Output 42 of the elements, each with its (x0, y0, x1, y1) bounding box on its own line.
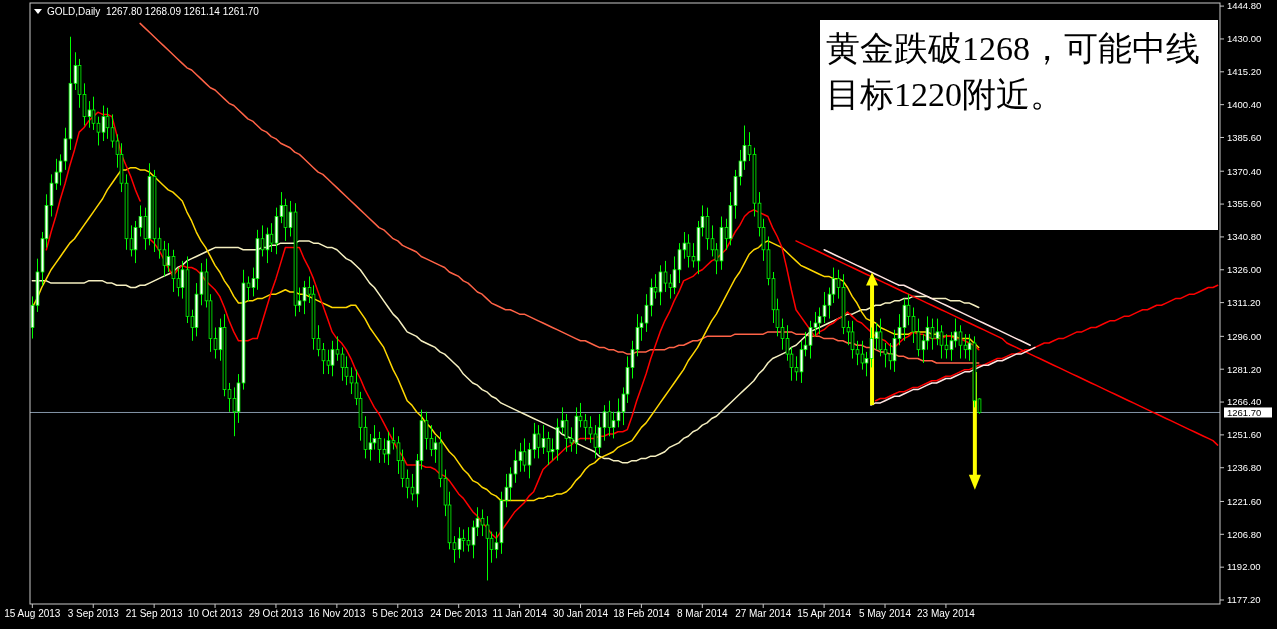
x-tick-label: 3 Sep 2013 (67, 608, 120, 619)
y-tick-label: 1400.40 (1227, 98, 1262, 110)
line-series (823, 249, 1032, 346)
y-tick-label: 1266.40 (1227, 396, 1262, 408)
x-tick-label: 10 Oct 2013 (187, 608, 243, 619)
y-tick-label: 1385.60 (1227, 131, 1262, 143)
ref-line-label: 1261.70 (1227, 406, 1262, 418)
y-tick-label: 1281.20 (1227, 363, 1262, 375)
y-tick-label: 1221.60 (1227, 495, 1262, 507)
y-tick-label: 1192.00 (1227, 561, 1261, 573)
x-tick-label: 11 Jan 2014 (492, 608, 548, 619)
y-tick-label: 1444.80 (1227, 0, 1262, 12)
y-tick-label: 1236.80 (1227, 462, 1262, 474)
y-tick-label: 1251.60 (1227, 429, 1262, 441)
x-tick-label: 30 Jan 2014 (552, 608, 609, 619)
x-tick-label: 5 Dec 2013 (372, 608, 424, 619)
y-tick-label: 1340.80 (1227, 231, 1262, 243)
x-tick-label: 15 Aug 2013 (4, 608, 61, 619)
x-tick-label: 24 Dec 2013 (430, 608, 488, 619)
x-tick-label: 23 May 2014 (917, 608, 976, 619)
line-series (795, 240, 1219, 446)
y-tick-label: 1311.20 (1227, 296, 1261, 308)
y-tick-label: 1177.20 (1227, 594, 1261, 606)
x-tick-label: 18 Feb 2014 (613, 608, 670, 619)
chart-title: GOLD,Daily 1267.80 1268.09 1261.14 1261.70 (47, 6, 260, 17)
x-tick-label: 16 Nov 2013 (308, 608, 366, 619)
x-tick-label: 29 Oct 2013 (248, 608, 304, 619)
y-tick-label: 1296.00 (1227, 330, 1262, 342)
x-tick-label: 5 May 2014 (858, 608, 912, 619)
x-tick-label: 15 Apr 2014 (797, 608, 852, 619)
y-tick-label: 1370.40 (1227, 165, 1262, 177)
line-series (31, 166, 980, 502)
x-tick-label: 8 Mar 2014 (677, 608, 729, 619)
y-tick-label: 1415.20 (1227, 66, 1262, 78)
annotation: 黄金跌破1268，可能中线目标1220附近。 (826, 30, 1200, 113)
y-tick-label: 1206.80 (1227, 528, 1262, 540)
y-tick-label: 1355.60 (1227, 198, 1262, 210)
y-tick-label: 1430.00 (1227, 33, 1262, 45)
y-tick-label: 1326.00 (1227, 264, 1262, 276)
x-tick-label: 21 Sep 2013 (125, 608, 183, 619)
line-series (870, 346, 1036, 406)
x-tick-label: 27 Mar 2014 (735, 608, 792, 619)
